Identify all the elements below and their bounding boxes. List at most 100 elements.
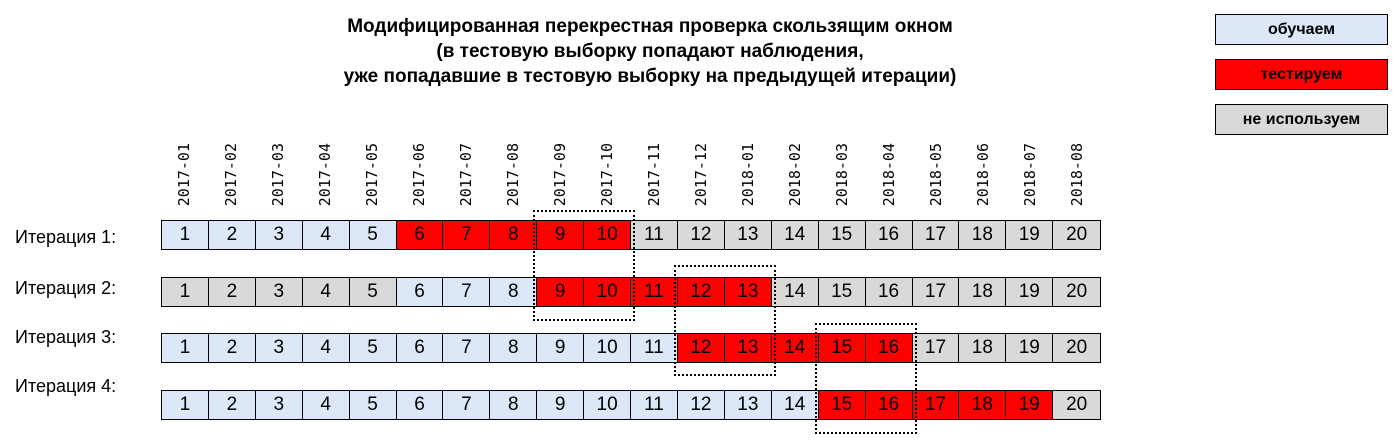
period-cell: 18 [959, 278, 1007, 306]
period-cell: 8 [490, 391, 538, 419]
period-cell: 15 [818, 221, 866, 249]
month-text: 2017-09 [551, 142, 569, 206]
month-text: 2018-01 [739, 142, 757, 206]
period-cell: 5 [349, 278, 397, 306]
month-text: 2017-01 [175, 142, 193, 206]
month-text: 2017-12 [692, 142, 710, 206]
period-cell: 11 [631, 221, 678, 249]
month-text: 2017-11 [645, 142, 663, 206]
iteration-label: Итерация 3: [15, 327, 117, 347]
month-text: 2017-07 [457, 142, 475, 206]
period-cell: 8 [490, 334, 538, 362]
month-label: 2017-01 [161, 120, 208, 206]
period-cell: 16 [865, 278, 913, 306]
iteration-label: Итерация 1: [15, 227, 117, 247]
period-cell: 12 [677, 221, 725, 249]
legend-test: тестируем [1215, 59, 1388, 90]
period-cell: 5 [349, 391, 397, 419]
month-text: 2017-02 [222, 142, 240, 206]
period-cell: 10 [584, 278, 632, 306]
period-cell: 7 [443, 334, 491, 362]
period-cell: 7 [443, 391, 491, 419]
title-line-3: уже попадавшие в тестовую выборку на пре… [343, 66, 957, 87]
period-cell: 13 [724, 334, 772, 362]
period-cell: 17 [912, 334, 960, 362]
period-cell: 3 [255, 278, 303, 306]
month-label: 2018-08 [1054, 120, 1101, 206]
period-cell: 10 [584, 221, 632, 249]
period-cell: 10 [584, 334, 632, 362]
month-text: 2017-03 [269, 142, 287, 206]
month-label: 2017-08 [490, 120, 537, 206]
iteration-row: 1 2 3 4 5 6 7 8 9 10 11 12 13 14 15 16 17 18 19 20 [161, 333, 1101, 363]
iteration-row: 1 2 3 4 5 6 7 8 9 10 11 12 13 14 15 16 17 18 19 20 [161, 277, 1101, 307]
period-cell: 14 [771, 278, 819, 306]
month-text: 2017-06 [410, 142, 428, 206]
iteration-label: Итерация 2: [15, 278, 117, 298]
period-cell: 13 [724, 221, 772, 249]
period-cell: 20 [1053, 221, 1101, 249]
month-text: 2018-06 [974, 142, 992, 206]
period-cell: 6 [396, 221, 444, 249]
period-cell: 17 [912, 391, 960, 419]
period-cell: 20 [1053, 334, 1101, 362]
period-cell: 5 [349, 221, 397, 249]
month-text: 2017-10 [598, 142, 616, 206]
period-cell: 20 [1053, 278, 1101, 306]
period-cell: 2 [208, 391, 256, 419]
month-label: 2018-06 [960, 120, 1007, 206]
period-cell: 13 [724, 278, 772, 306]
period-cell: 19 [1006, 221, 1054, 249]
period-cell: 11 [631, 334, 678, 362]
period-cell: 4 [302, 221, 350, 249]
period-cell: 20 [1053, 391, 1101, 419]
period-cell: 2 [208, 278, 256, 306]
period-cell: 9 [537, 334, 585, 362]
period-cell: 15 [818, 391, 866, 419]
period-cell: 5 [349, 334, 397, 362]
month-text: 2018-08 [1068, 142, 1086, 206]
month-label: 2017-12 [678, 120, 725, 206]
iteration-label: Итерация 4: [15, 376, 117, 396]
period-cell: 8 [490, 221, 538, 249]
period-cell: 7 [443, 221, 491, 249]
period-cell: 2 [208, 221, 256, 249]
period-cell: 11 [631, 391, 678, 419]
period-cell: 1 [162, 334, 209, 362]
period-cell: 6 [396, 334, 444, 362]
legend: обучаем тестируем не используем [1215, 14, 1390, 149]
period-cell: 10 [584, 391, 632, 419]
period-cell: 12 [677, 391, 725, 419]
period-cell: 14 [771, 334, 819, 362]
month-label: 2017-10 [584, 120, 631, 206]
period-cell: 1 [162, 391, 209, 419]
month-text: 2018-02 [786, 142, 804, 206]
period-cell: 18 [959, 391, 1007, 419]
period-cell: 19 [1006, 334, 1054, 362]
period-cell: 8 [490, 278, 538, 306]
month-text: 2018-03 [833, 142, 851, 206]
month-label: 2018-07 [1007, 120, 1054, 206]
month-label: 2018-01 [725, 120, 772, 206]
period-cell: 3 [255, 221, 303, 249]
period-cell: 19 [1006, 278, 1054, 306]
period-cell: 14 [771, 391, 819, 419]
diagram-title: Модифицированная перекрестная проверка с… [260, 14, 1040, 89]
period-cell: 19 [1006, 391, 1054, 419]
period-cell: 17 [912, 221, 960, 249]
month-text: 2017-04 [316, 142, 334, 206]
period-cell: 1 [162, 221, 209, 249]
month-label: 2017-04 [302, 120, 349, 206]
month-label: 2017-05 [349, 120, 396, 206]
month-text: 2017-05 [363, 142, 381, 206]
period-cell: 7 [443, 278, 491, 306]
period-cell: 11 [631, 278, 678, 306]
period-cell: 18 [959, 334, 1007, 362]
month-label: 2017-11 [631, 120, 678, 206]
period-cell: 12 [677, 334, 725, 362]
period-cell: 15 [818, 334, 866, 362]
legend-train: обучаем [1215, 14, 1388, 45]
period-cell: 17 [912, 278, 960, 306]
period-cell: 13 [724, 391, 772, 419]
period-cell: 4 [302, 278, 350, 306]
